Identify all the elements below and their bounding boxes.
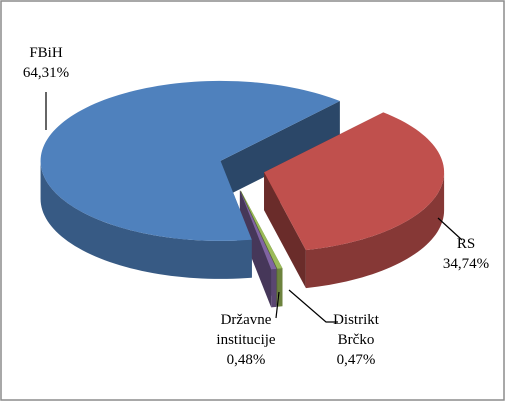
slice-cut-face <box>239 190 272 308</box>
category-label: RS <box>456 236 476 252</box>
category-label: Distrikt Brčko <box>333 312 379 348</box>
data-label: Distrikt Brčko 0,47% <box>318 310 394 370</box>
data-label: FBiH 64,31% <box>8 43 84 83</box>
slice-side <box>40 160 252 279</box>
data-label: RS 34,74% <box>428 234 504 274</box>
data-label: Državne institucije 0,48% <box>208 310 284 370</box>
value-label: 34,74% <box>442 256 490 272</box>
slice-tops <box>40 80 445 270</box>
slice <box>239 190 277 270</box>
value-label: 0,47% <box>336 352 376 368</box>
slice <box>264 112 445 251</box>
leader-line <box>275 291 280 319</box>
value-label: 64,31% <box>22 65 70 81</box>
slice <box>40 80 340 241</box>
slice-cut-face <box>220 101 340 199</box>
category-label: FBiH <box>29 45 63 61</box>
leader-lines <box>45 92 463 323</box>
category-label: Državne institucije <box>216 312 276 348</box>
slice <box>240 190 283 269</box>
leader-line <box>437 217 463 241</box>
slice-side <box>305 172 445 289</box>
slice-cut-face <box>264 172 306 289</box>
value-label: 0,48% <box>226 352 266 368</box>
slice-side <box>271 268 277 308</box>
leader-line <box>288 289 338 323</box>
